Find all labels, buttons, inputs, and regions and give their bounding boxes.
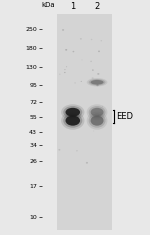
Ellipse shape [89,106,105,118]
Ellipse shape [61,104,84,120]
Ellipse shape [86,162,88,164]
Ellipse shape [98,115,99,116]
Ellipse shape [73,51,74,52]
Ellipse shape [64,69,66,70]
Ellipse shape [81,81,82,82]
Ellipse shape [98,51,100,52]
Ellipse shape [91,80,103,85]
Ellipse shape [58,149,60,151]
Ellipse shape [62,29,64,31]
Ellipse shape [63,106,82,118]
Ellipse shape [76,150,78,151]
Ellipse shape [80,38,82,40]
Ellipse shape [102,106,103,107]
Text: kDa: kDa [41,2,55,8]
Ellipse shape [87,78,107,86]
Ellipse shape [74,82,76,84]
Ellipse shape [66,108,80,117]
Ellipse shape [89,114,105,128]
Ellipse shape [61,111,84,130]
Ellipse shape [91,108,103,117]
Ellipse shape [93,130,94,132]
Ellipse shape [87,104,107,120]
Ellipse shape [81,59,83,60]
Ellipse shape [59,74,60,75]
Ellipse shape [92,77,94,79]
Ellipse shape [92,69,94,71]
Ellipse shape [96,84,99,86]
Ellipse shape [66,116,80,126]
Ellipse shape [90,61,92,62]
Text: 1: 1 [70,2,75,11]
Ellipse shape [64,72,66,73]
Ellipse shape [89,79,105,86]
Ellipse shape [66,66,67,67]
Text: 2: 2 [94,2,100,11]
Ellipse shape [101,40,102,41]
Ellipse shape [91,39,92,40]
Ellipse shape [97,73,99,75]
Ellipse shape [63,114,82,128]
Text: EED: EED [117,112,134,121]
Ellipse shape [87,111,107,130]
Ellipse shape [65,49,67,51]
FancyBboxPatch shape [57,14,112,230]
Ellipse shape [91,116,103,126]
